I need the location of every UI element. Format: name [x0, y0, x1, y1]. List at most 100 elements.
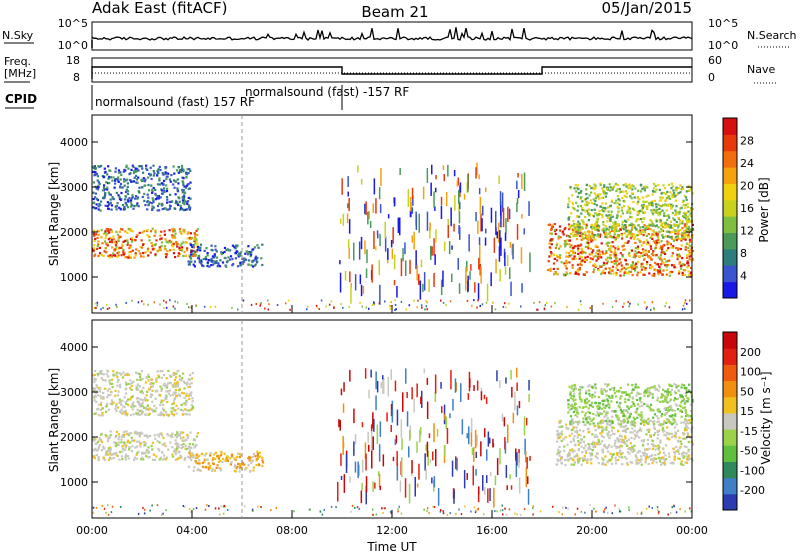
range-cell	[661, 462, 664, 465]
range-cell	[187, 386, 190, 389]
range-cell	[507, 424, 509, 443]
range-cell	[653, 427, 657, 430]
range-cell	[589, 394, 592, 397]
range-cell	[571, 450, 574, 453]
ground-scatter-cell	[259, 304, 261, 307]
range-cell	[625, 272, 628, 275]
range-cell	[479, 196, 482, 215]
range-cell	[582, 273, 585, 276]
range-cell	[145, 164, 148, 167]
range-cell	[158, 202, 161, 205]
range-cell	[115, 451, 118, 455]
range-cell	[129, 383, 132, 386]
range-cell	[95, 173, 99, 176]
range-cell	[371, 431, 373, 451]
range-cell	[661, 230, 664, 233]
range-cell	[633, 265, 636, 268]
range-cell	[587, 239, 590, 242]
range-cell	[597, 413, 600, 416]
range-cell	[384, 221, 386, 239]
range-cell	[146, 399, 149, 402]
range-cell	[568, 228, 571, 231]
range-cell	[646, 261, 649, 264]
range-cell	[675, 404, 678, 407]
range-cell	[627, 187, 630, 190]
range-cell	[212, 462, 215, 466]
range-cell	[511, 244, 513, 255]
range-cell	[688, 389, 691, 392]
range-cell	[651, 447, 654, 451]
range-cell	[589, 260, 592, 264]
range-cell	[585, 397, 588, 400]
range-cell	[645, 391, 648, 394]
range-cell	[666, 190, 669, 194]
range-cell	[617, 445, 620, 448]
range-cell	[158, 209, 161, 212]
range-cell	[624, 226, 627, 229]
range-cell	[147, 379, 150, 382]
ground-scatter-cell	[579, 300, 582, 303]
range-cell	[344, 271, 347, 281]
ground-scatter-cell	[372, 302, 375, 305]
range-cell	[621, 463, 624, 466]
freq-line	[91, 66, 692, 79]
range-cell	[594, 184, 597, 187]
range-cell	[648, 455, 651, 458]
range-cell	[345, 454, 348, 473]
range-cell	[615, 216, 618, 219]
range-cell	[567, 411, 570, 414]
range-cell	[680, 383, 684, 386]
range-cell	[691, 223, 694, 226]
range-cell	[433, 191, 435, 208]
range-cell	[177, 182, 180, 185]
range-cell	[659, 258, 662, 261]
range-cell	[565, 423, 568, 426]
range-cell	[390, 240, 393, 248]
range-cell	[118, 435, 121, 438]
range-cell	[658, 410, 661, 413]
range-cell	[177, 394, 180, 397]
range-cell	[594, 383, 597, 386]
range-cell	[504, 441, 507, 454]
range-cell	[679, 440, 682, 443]
range-cell	[681, 273, 684, 276]
range-cell	[228, 258, 232, 261]
range-cell	[154, 437, 157, 440]
range-cell	[118, 198, 122, 201]
range-cell	[256, 450, 259, 453]
range-cell	[630, 234, 633, 238]
range-cell	[611, 387, 614, 390]
range-cell	[629, 210, 632, 213]
range-cell	[251, 260, 254, 264]
range-cell	[622, 190, 625, 193]
range-cell	[611, 229, 614, 232]
ground-scatter-cell	[494, 308, 497, 311]
range-cell	[529, 252, 531, 273]
range-cell	[590, 404, 593, 407]
range-cell	[578, 235, 582, 238]
range-cell	[135, 169, 138, 172]
range-cell	[688, 383, 691, 386]
range-cell	[636, 202, 639, 205]
range-cell	[665, 249, 668, 252]
range-cell	[234, 257, 237, 260]
range-cell	[138, 413, 141, 416]
range-cell	[126, 439, 130, 442]
ground-scatter-cell	[163, 299, 165, 302]
range-cell	[171, 453, 174, 456]
range-cell	[568, 434, 571, 437]
range-cell	[140, 239, 143, 242]
range-cell	[652, 250, 655, 253]
range-cell	[684, 223, 687, 226]
range-cell	[627, 229, 630, 232]
range-cell	[662, 448, 665, 451]
range-cell	[145, 408, 148, 411]
range-cell	[347, 203, 349, 209]
range-cell	[609, 272, 612, 275]
range-cell	[603, 231, 606, 234]
range-cell	[557, 237, 560, 240]
range-cell	[639, 413, 642, 417]
range-cell	[565, 426, 568, 429]
range-cell	[243, 463, 246, 466]
range-cell	[578, 420, 581, 423]
